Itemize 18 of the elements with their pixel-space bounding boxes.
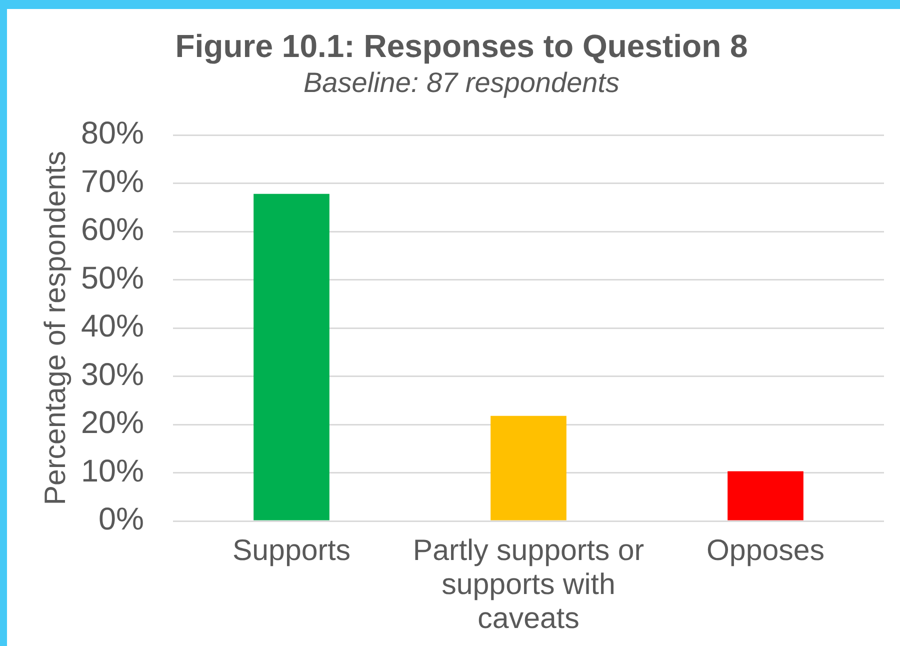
y-tick-label: 40%: [80, 308, 144, 344]
y-tick-label: 10%: [80, 452, 144, 488]
y-tick-label: 20%: [80, 404, 144, 440]
y-tick-label: 50%: [80, 259, 144, 296]
chart-subtitle: Baseline: 87 respondents: [304, 66, 620, 98]
y-tick-label: 60%: [80, 211, 144, 248]
bar: [490, 416, 566, 520]
x-tick-label: Opposes: [706, 534, 825, 568]
x-tick-label: Partly supports or supports with caveats: [412, 534, 644, 635]
y-tick-label: 0%: [98, 500, 144, 537]
bar: [728, 471, 804, 520]
y-tick-label: 80%: [80, 114, 144, 151]
y-axis-title: Percentage of respondents: [38, 150, 72, 506]
bar: [254, 194, 330, 520]
y-tick-label: 70%: [80, 162, 144, 199]
y-tick-label: 30%: [80, 356, 144, 392]
x-tick-label: Supports: [232, 534, 351, 568]
chart-title: Figure 10.1: Responses to Question 8: [175, 28, 748, 64]
